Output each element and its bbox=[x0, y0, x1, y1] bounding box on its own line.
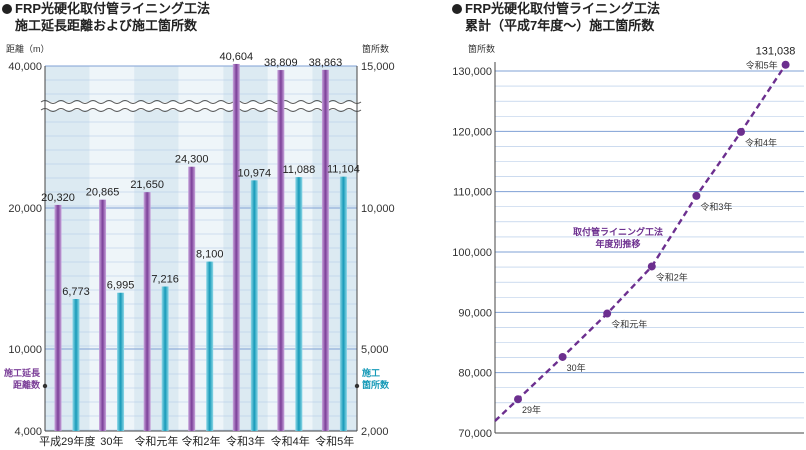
bar-count bbox=[295, 177, 303, 431]
right-title-line2: 累計（平成7年度〜）施工箇所数 bbox=[465, 18, 655, 33]
data-point bbox=[514, 395, 522, 404]
axis-break-gap bbox=[41, 102, 361, 110]
bar-count-label: 11,088 bbox=[282, 164, 315, 176]
data-point bbox=[737, 127, 745, 136]
y-tick-label: 110,000 bbox=[453, 187, 492, 199]
column-band bbox=[223, 66, 268, 431]
point-label: 令和5年 bbox=[746, 60, 778, 71]
legend-distance-marker bbox=[42, 383, 48, 389]
bar-count bbox=[161, 286, 169, 431]
annotation-line2: 年度別推移 bbox=[595, 238, 640, 249]
bar-count bbox=[250, 180, 258, 431]
data-point bbox=[781, 60, 790, 69]
bar-count bbox=[206, 261, 214, 431]
bar-distance-label: 38,809 bbox=[264, 57, 298, 69]
bar-count-label: 6,995 bbox=[107, 280, 135, 292]
point-label: 令和2年 bbox=[656, 271, 688, 282]
point-label: 29年 bbox=[522, 404, 541, 415]
left-tick-label: 4,000 bbox=[14, 426, 42, 438]
bar-distance-label: 40,604 bbox=[219, 51, 253, 63]
bar-count bbox=[72, 299, 80, 431]
bar-distance-label: 20,865 bbox=[86, 187, 120, 199]
right-tick-label: 10,000 bbox=[361, 203, 395, 215]
right-axis-label: 箇所数 bbox=[362, 43, 389, 54]
left-tick-label: 20,000 bbox=[8, 203, 42, 215]
x-tick-label: 令和2年 bbox=[181, 434, 220, 448]
x-tick-label: 平成29年度 bbox=[39, 434, 95, 448]
bar-chart: 距離（m） 箇所数 4,000 10,000 20,000 40,000 2,000 5,00… bbox=[4, 43, 395, 448]
bar-count-label: 6,773 bbox=[62, 286, 90, 298]
cumulative-line bbox=[494, 64, 787, 422]
bar-distance bbox=[277, 70, 285, 431]
bar-distance bbox=[188, 166, 196, 431]
bar-distance-label: 24,300 bbox=[175, 154, 209, 166]
point-label: 令和4年 bbox=[745, 137, 777, 148]
left-tick-label: 40,000 bbox=[8, 61, 42, 73]
x-tick-label: 令和5年 bbox=[315, 434, 354, 448]
x-tick-label: 30年 bbox=[100, 434, 123, 448]
legend-count-line1: 施工 bbox=[362, 367, 380, 378]
column-band bbox=[89, 66, 135, 431]
point-label: 令和3年 bbox=[700, 201, 732, 212]
legend-distance-line1: 施工延長 bbox=[4, 367, 41, 378]
column-band bbox=[312, 66, 357, 431]
bar-count bbox=[339, 176, 347, 431]
bar-distance bbox=[232, 63, 240, 431]
bar-count-label: 8,100 bbox=[196, 249, 224, 261]
legend-distance-line2: 距離数 bbox=[13, 379, 41, 390]
left-title-line1: FRP光硬化取付管ライニング工法 bbox=[15, 1, 211, 16]
legend-count-marker bbox=[354, 383, 360, 389]
bar-distance bbox=[321, 69, 329, 432]
left-axis-label: 距離（m） bbox=[6, 43, 50, 54]
y-axis-label: 箇所数 bbox=[468, 43, 495, 54]
right-tick-label: 2,000 bbox=[361, 426, 389, 438]
x-tick-label: 令和元年 bbox=[134, 434, 178, 448]
column-band bbox=[178, 66, 224, 431]
right-chart-title: FRP光硬化取付管ライニング工法 累計（平成7年度〜）施工箇所数 bbox=[452, 0, 660, 34]
left-tick-label: 10,000 bbox=[8, 344, 42, 356]
y-tick-label: 80,000 bbox=[458, 368, 492, 380]
y-tick-label: 70,000 bbox=[458, 428, 492, 440]
x-tick-label: 令和4年 bbox=[271, 434, 310, 448]
point-label: 令和元年 bbox=[611, 319, 647, 330]
right-tick-label: 15,000 bbox=[361, 61, 395, 73]
data-point bbox=[692, 191, 701, 200]
right-title-line1: FRP光硬化取付管ライニング工法 bbox=[465, 1, 661, 16]
bar-count-label: 11,104 bbox=[327, 164, 360, 176]
bar-distance-label: 21,650 bbox=[130, 179, 164, 191]
column-band bbox=[45, 66, 90, 431]
bar-count-label: 10,974 bbox=[237, 167, 271, 179]
bar-distance-label: 38,863 bbox=[309, 57, 343, 69]
axis-break-line bbox=[40, 100, 362, 104]
bar-distance-label: 20,320 bbox=[41, 192, 75, 204]
y-tick-label: 90,000 bbox=[458, 307, 492, 319]
column-band bbox=[267, 66, 313, 431]
data-point bbox=[558, 352, 567, 361]
left-title-line2: 施工延長距離および施工箇所数 bbox=[15, 18, 198, 33]
bar-count bbox=[117, 292, 125, 431]
right-tick-label: 5,000 bbox=[361, 344, 389, 356]
end-value-label: 131,038 bbox=[756, 46, 796, 58]
annotation-line1: 取付管ライニング工法 bbox=[573, 226, 663, 237]
axis-break-line bbox=[40, 108, 362, 112]
bar-distance bbox=[143, 192, 151, 431]
column-band bbox=[134, 66, 179, 431]
line-chart: 箇所数 70,000 80,000 90,000 100,000 110,000 120,0… bbox=[452, 43, 804, 440]
y-tick-label: 120,000 bbox=[452, 126, 492, 138]
point-label: 30年 bbox=[567, 362, 586, 373]
left-chart-title: FRP光硬化取付管ライニング工法 施工延長距離および施工箇所数 bbox=[2, 0, 210, 34]
x-tick-label: 令和3年 bbox=[226, 434, 265, 448]
y-tick-label: 130,000 bbox=[452, 66, 492, 78]
bar-distance bbox=[99, 199, 107, 431]
y-tick-label: 100,000 bbox=[452, 247, 492, 259]
data-point bbox=[603, 309, 612, 318]
bullet-icon bbox=[2, 4, 12, 14]
data-point bbox=[647, 262, 656, 271]
bar-count-label: 7,216 bbox=[151, 274, 179, 286]
legend-count-line2: 箇所数 bbox=[362, 379, 390, 390]
bullet-icon bbox=[452, 4, 462, 14]
bar-distance bbox=[54, 204, 62, 431]
